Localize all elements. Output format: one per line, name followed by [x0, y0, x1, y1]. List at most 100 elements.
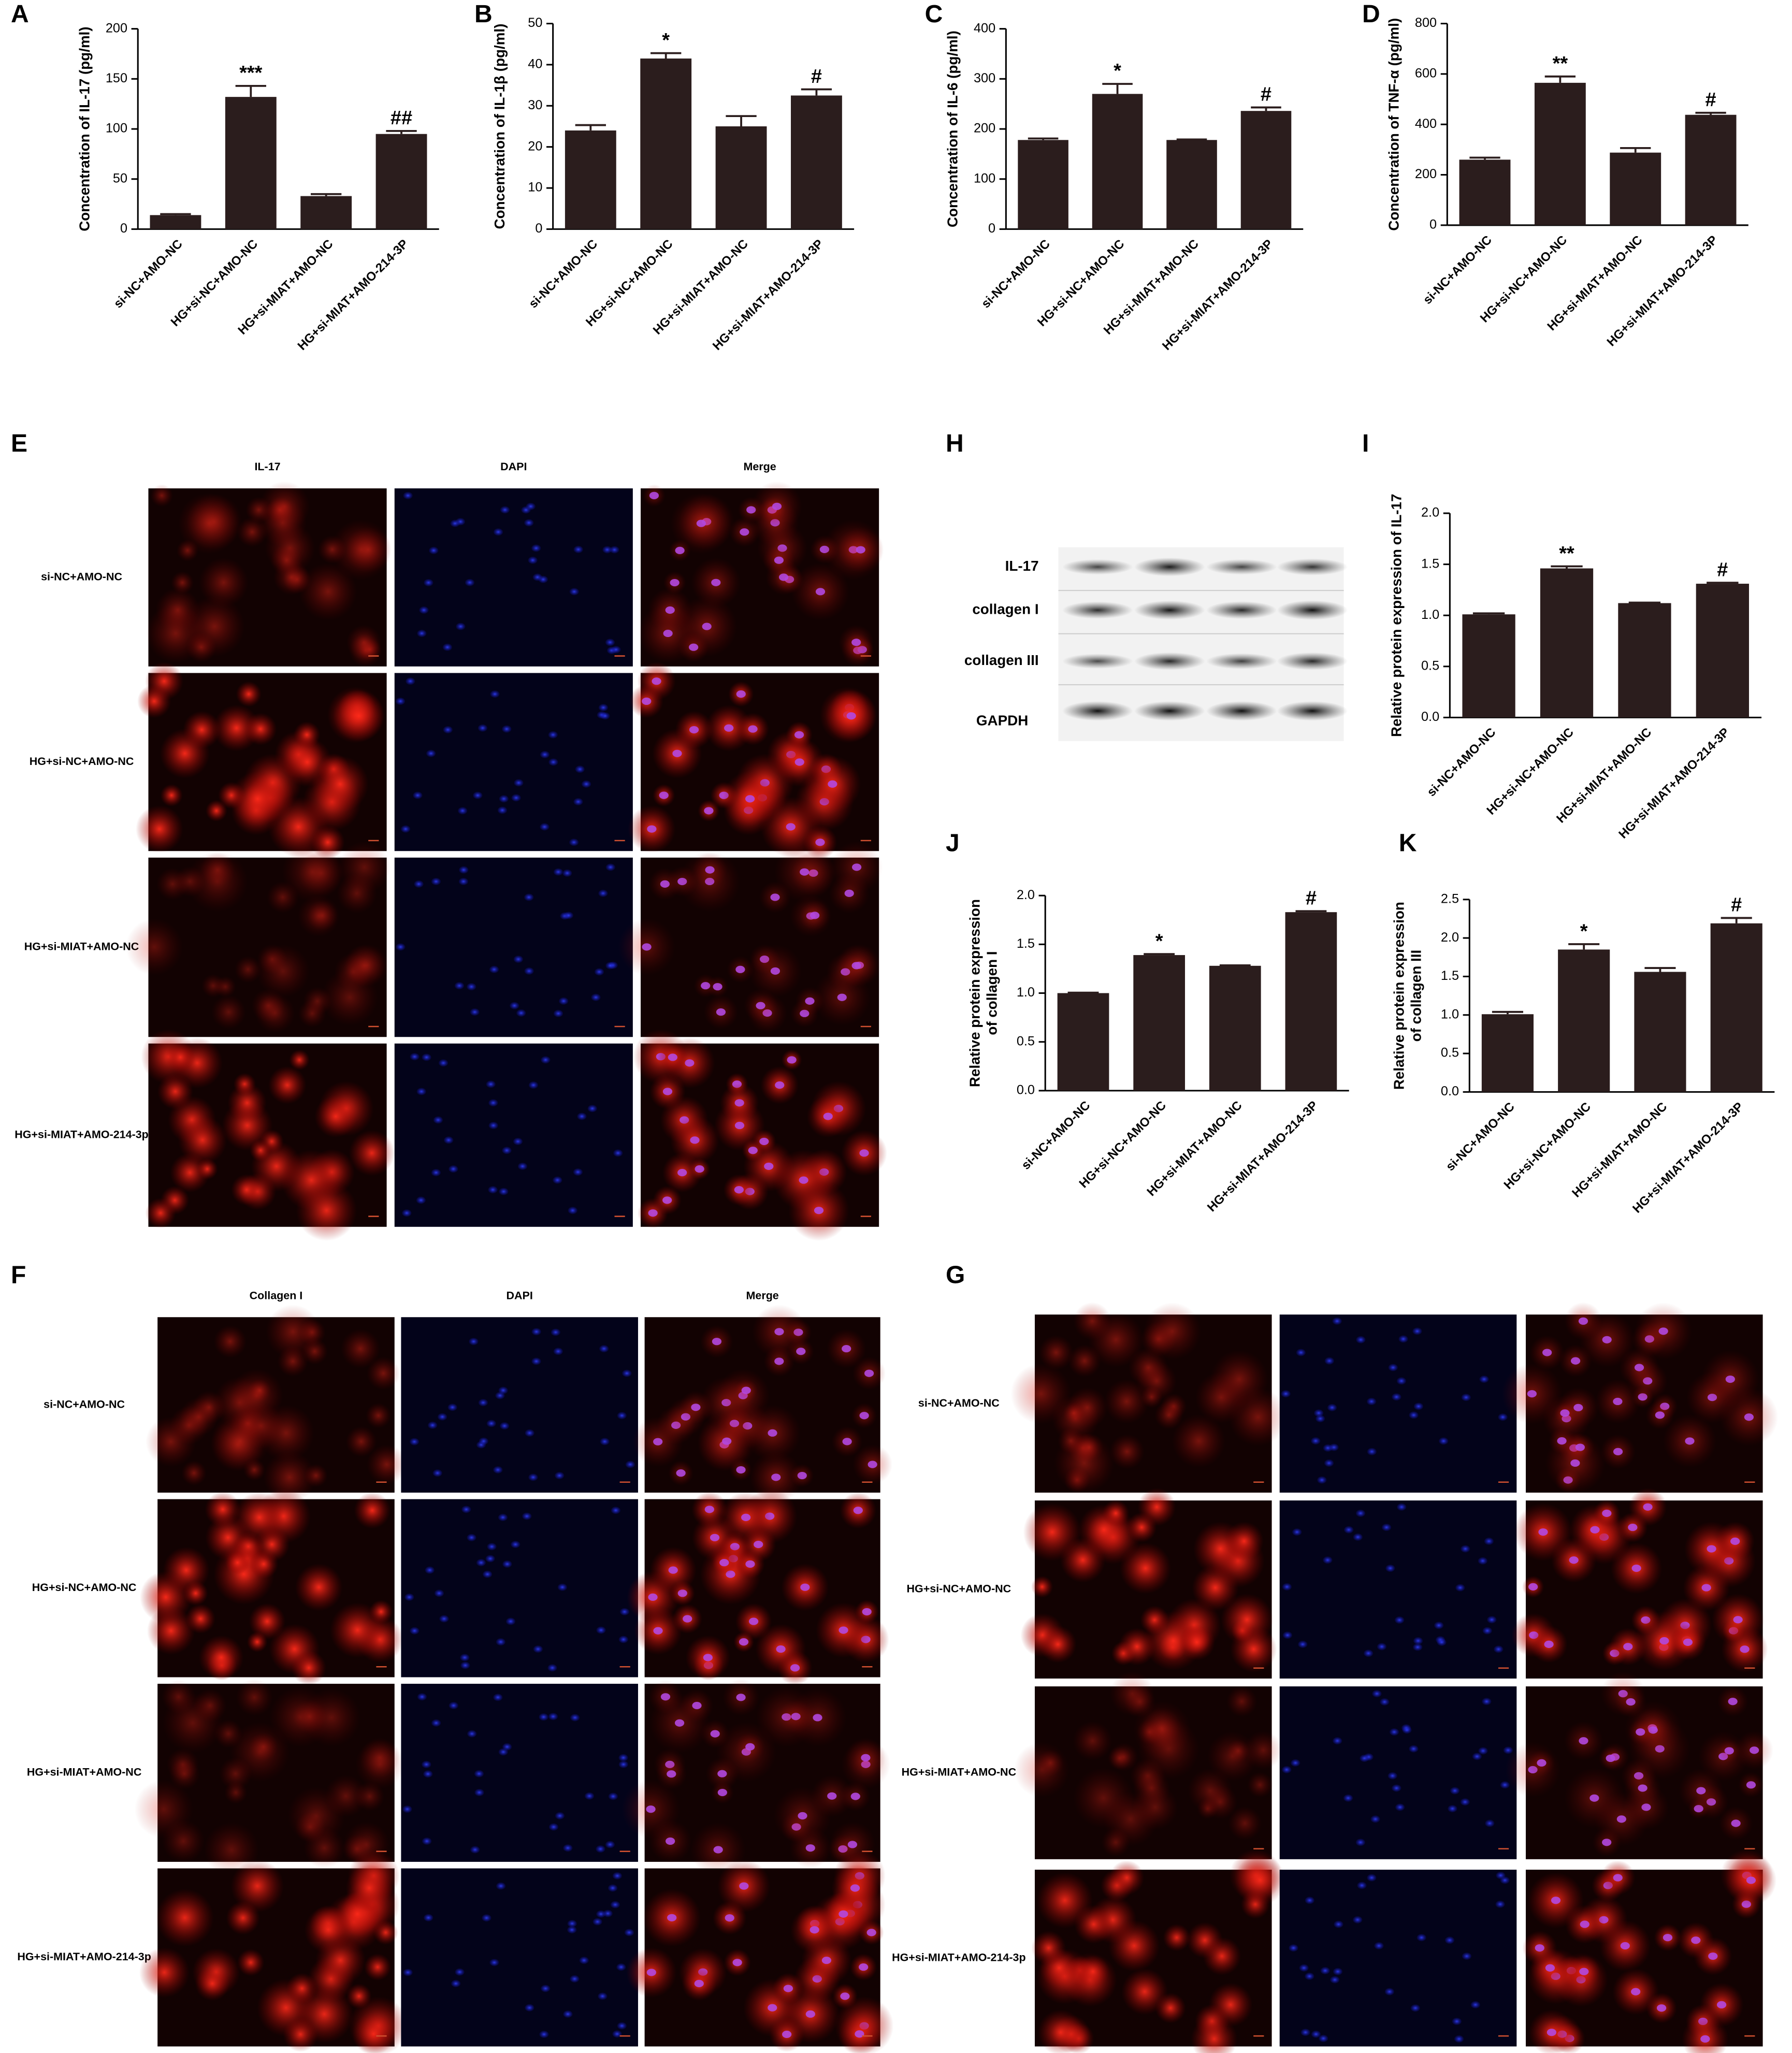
- cell-stain: [125, 918, 183, 976]
- y-tick-label: 20: [528, 139, 542, 153]
- nucleus: [696, 519, 706, 527]
- cell-stain: [1210, 1350, 1268, 1408]
- cell-stain: [366, 1403, 391, 1428]
- nucleus: [1296, 1349, 1306, 1356]
- cell-stain: [1037, 1750, 1064, 1776]
- nucleus: [605, 863, 615, 871]
- nucleus: [524, 519, 534, 527]
- nucleus: [739, 1638, 749, 1646]
- band: [1206, 601, 1277, 619]
- image-background: [394, 673, 633, 851]
- nucleus: [526, 502, 536, 510]
- cell-stain: [155, 588, 200, 632]
- nucleus: [722, 1437, 732, 1445]
- y-tick-label: 2.5: [1441, 891, 1459, 906]
- nucleus: [1628, 1523, 1638, 1531]
- nucleus: [587, 1105, 597, 1112]
- nucleus: [1381, 1523, 1392, 1531]
- nucleus: [573, 798, 583, 806]
- nucleus: [1730, 1537, 1740, 1545]
- nucleus: [695, 1165, 704, 1173]
- cell-stain: [373, 1920, 398, 1945]
- nucleus: [719, 1559, 729, 1567]
- cell-stain: [1103, 1791, 1158, 1846]
- nucleus: [754, 1540, 763, 1549]
- error-bar: [1644, 967, 1676, 972]
- micrograph: [146, 1304, 407, 1503]
- cell-stain: [282, 842, 342, 902]
- nucleus: [1388, 1772, 1397, 1780]
- cell-stain: [134, 1780, 193, 1839]
- nucleus: [1367, 1397, 1377, 1406]
- nucleus: [439, 1615, 449, 1623]
- nucleus: [1643, 1503, 1653, 1511]
- cell-stain: [333, 690, 385, 742]
- nucleus: [856, 546, 865, 554]
- nucleus: [553, 1176, 562, 1184]
- nucleus: [734, 1186, 744, 1194]
- nucleus: [1655, 1411, 1665, 1419]
- y-tick-label: 50: [113, 171, 127, 185]
- micrograph: [1020, 1487, 1277, 1679]
- nucleus: [1482, 1627, 1492, 1635]
- nucleus: [1620, 1942, 1630, 1950]
- image-background: [1279, 1686, 1517, 1859]
- nucleus: [486, 1080, 496, 1088]
- nucleus: [1700, 2035, 1710, 2043]
- nucleus: [486, 1420, 496, 1427]
- nucleus: [724, 724, 734, 732]
- nucleus: [599, 1345, 609, 1353]
- cell-stain: [296, 1180, 357, 1241]
- nucleus: [500, 1422, 510, 1430]
- cell-stain: [1010, 1363, 1072, 1424]
- nucleus: [533, 1645, 543, 1653]
- nucleus: [568, 1207, 577, 1215]
- nucleus: [1367, 1448, 1377, 1455]
- error-bar: [1469, 156, 1500, 160]
- nucleus: [839, 1910, 848, 1918]
- nucleus: [850, 1792, 860, 1800]
- micrograph: [401, 1317, 638, 1493]
- nucleus: [502, 1147, 512, 1154]
- bar: [1133, 955, 1185, 1091]
- band-label: GAPDH: [976, 712, 1028, 728]
- nucleus: [704, 1506, 714, 1513]
- y-tick-label: 0.5: [1421, 658, 1439, 673]
- nucleus: [498, 1386, 508, 1394]
- nucleus: [1282, 1583, 1292, 1591]
- nucleus: [410, 1627, 420, 1635]
- cell-stain: [169, 1758, 200, 1790]
- micrograph: [628, 662, 879, 860]
- nucleus: [805, 1844, 815, 1852]
- cell-stain: [234, 956, 262, 983]
- cell-stain: [1133, 1769, 1170, 1807]
- nucleus: [646, 1969, 656, 1976]
- nucleus: [1685, 1437, 1695, 1445]
- nucleus: [1462, 1952, 1472, 1960]
- micrograph: [638, 481, 884, 667]
- panel-letter: H: [946, 430, 964, 457]
- band: [1062, 654, 1133, 669]
- nucleus: [422, 1837, 432, 1845]
- nucleus: [1659, 1637, 1669, 1645]
- nucleus: [1299, 1964, 1309, 1972]
- nucleus: [575, 765, 585, 773]
- nucleus: [653, 1438, 663, 1445]
- nucleus: [569, 588, 579, 596]
- nucleus: [470, 1008, 480, 1016]
- cell-stain: [160, 784, 183, 807]
- cell-stain: [354, 1781, 385, 1812]
- nucleus: [703, 1654, 713, 1661]
- nucleus: [581, 780, 591, 788]
- error-bar: [386, 129, 417, 134]
- nucleus: [598, 889, 608, 897]
- nucleus: [425, 1566, 435, 1574]
- nucleus: [1364, 1650, 1374, 1657]
- nucleus: [1728, 1698, 1738, 1705]
- nucleus: [1658, 1327, 1668, 1335]
- nucleus: [734, 1121, 745, 1130]
- micrograph: [401, 1499, 638, 1678]
- nucleus: [493, 1694, 503, 1701]
- bar: [1610, 152, 1661, 225]
